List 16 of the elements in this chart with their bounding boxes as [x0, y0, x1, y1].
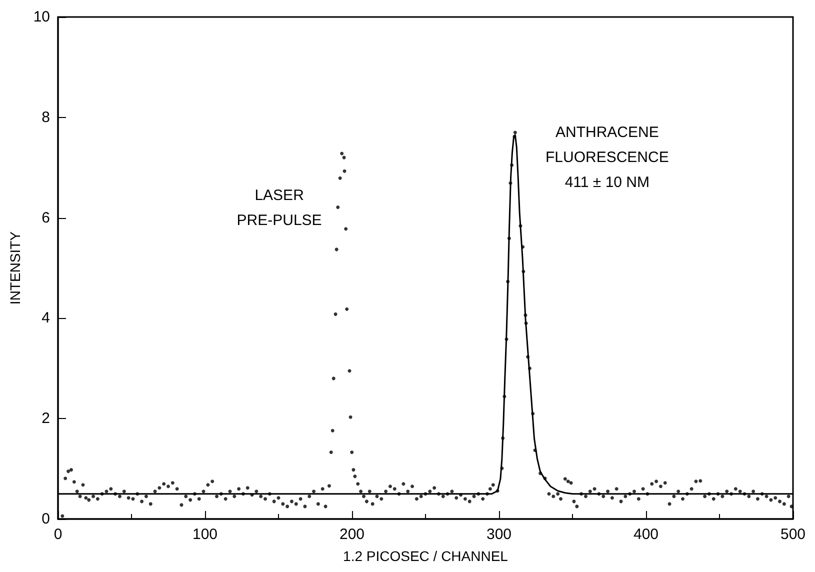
x-tick-label: 300 [486, 526, 512, 543]
y-tick-label: 6 [42, 209, 50, 226]
y-tick-label: 8 [42, 108, 50, 126]
annotation: LASER PRE-PULSE [236, 186, 322, 229]
y-tick-label: 0 [42, 510, 50, 528]
y-tick-label: 10 [33, 8, 50, 26]
x-tick-label: 200 [339, 526, 365, 543]
x-tick-label: 500 [780, 526, 806, 543]
x-axis-title: 1.2 PICOSEC / CHANNEL [343, 548, 508, 564]
y-tick-label: 2 [42, 410, 50, 428]
x-tick-label: 400 [633, 526, 659, 543]
x-tick-label: 100 [192, 526, 218, 543]
x-tick-label: 0 [54, 526, 62, 543]
y-axis-title: INTENSITY [7, 230, 23, 305]
annotation: ANTHRACENE FLUORESCENCE 411 ± 10 NM [545, 124, 669, 191]
y-tick-label: 4 [42, 310, 50, 327]
